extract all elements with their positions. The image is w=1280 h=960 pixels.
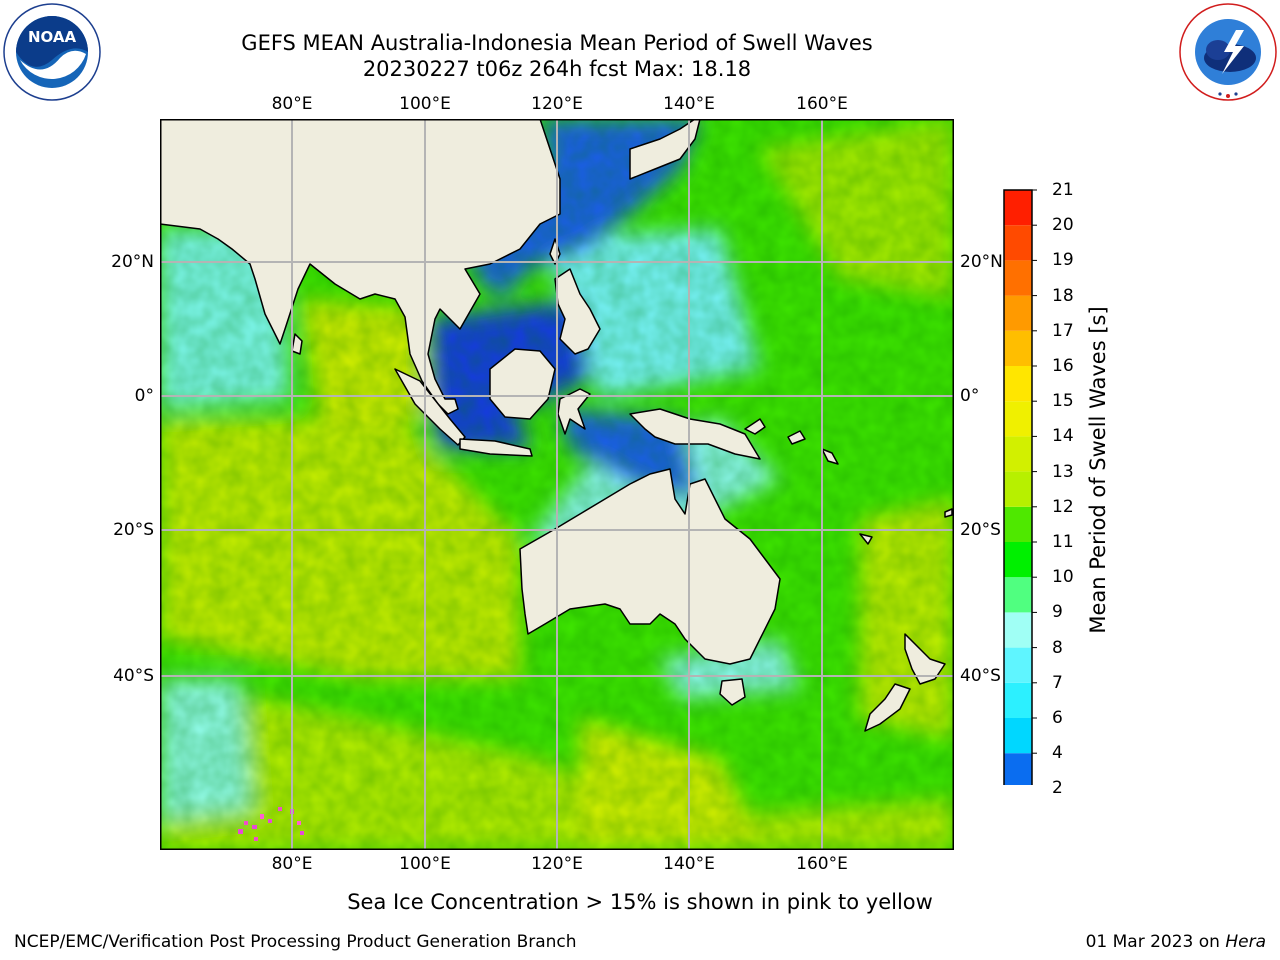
colorbar-tick-label: 13 xyxy=(1052,461,1074,482)
colorbar-segment xyxy=(1004,330,1032,366)
lon-tick-top-100e: 100°E xyxy=(399,94,451,114)
colorbar-tick-label: 11 xyxy=(1052,532,1074,552)
new-zealand-north xyxy=(904,633,946,685)
land xyxy=(160,119,953,732)
colorbar-tick-label: 7 xyxy=(1052,672,1063,693)
colorbar-tick-label: 19 xyxy=(1052,250,1074,271)
colorbar-segment xyxy=(1004,682,1032,718)
colorbar-segment xyxy=(1004,577,1032,613)
colorbar-tick-label: 17 xyxy=(1052,320,1074,341)
colorbar-segment xyxy=(1004,295,1032,331)
colorbar-tick-label: 18 xyxy=(1052,285,1074,306)
lon-tick-bottom-160e: 160°E xyxy=(796,854,848,874)
lon-tick-top-120e: 120°E xyxy=(531,94,583,114)
colorbar-tick-label: 20 xyxy=(1052,215,1074,236)
lat-tick-left-20n: 20°N xyxy=(111,252,154,272)
new-zealand-south xyxy=(864,683,911,732)
lon-tick-bottom-140e: 140°E xyxy=(663,854,715,874)
chart-title: GEFS MEAN Australia-Indonesia Mean Perio… xyxy=(241,31,873,55)
map-border xyxy=(160,119,954,850)
colorbar-segment xyxy=(1004,718,1032,754)
sulawesi xyxy=(557,388,591,435)
colorbar-segment xyxy=(1004,506,1032,542)
colorbar-segment xyxy=(1004,190,1032,226)
lat-tick-left-20s: 20°S xyxy=(113,520,154,540)
footer-date-text: 01 Mar 2023 on xyxy=(1085,932,1226,952)
lon-tick-bottom-80e: 80°E xyxy=(271,854,313,874)
noaa-logo: NOAA xyxy=(3,3,101,101)
lon-tick-top-140e: 140°E xyxy=(663,94,715,114)
colorbar-tick-label: 6 xyxy=(1052,708,1063,728)
colorbar-tick-label: 21 xyxy=(1052,180,1074,200)
noaa-logo-text: NOAA xyxy=(28,28,77,46)
colorbar-segment xyxy=(1004,612,1032,648)
australia xyxy=(519,468,781,665)
java xyxy=(459,438,533,457)
lon-tick-bottom-120e: 120°E xyxy=(531,854,583,874)
lat-tick-right-0: 0° xyxy=(960,386,980,406)
colorbar-outline xyxy=(1003,189,1033,785)
colorbar-tick-label: 15 xyxy=(1052,391,1074,412)
colorbar-segment xyxy=(1004,542,1032,578)
colorbar-segment xyxy=(1004,647,1032,683)
colorbar-segment xyxy=(1004,401,1032,437)
swell-period-map xyxy=(160,119,954,850)
lat-tick-right-40s: 40°S xyxy=(960,666,1001,686)
lon-tick-top-80e: 80°E xyxy=(271,94,313,114)
japan xyxy=(629,119,701,180)
sea-ice-note: Sea Ice Concentration > 15% is shown in … xyxy=(347,890,933,914)
lat-tick-right-20n: 20°N xyxy=(960,252,1003,272)
lat-tick-left-0: 0° xyxy=(134,386,154,406)
lon-tick-bottom-100e: 100°E xyxy=(399,854,451,874)
footer-date: 01 Mar 2023 on Hera xyxy=(1086,932,1266,952)
colorbar-tick-label: 2 xyxy=(1052,778,1063,799)
colorbar-segment xyxy=(1004,471,1032,507)
philippines xyxy=(554,268,601,355)
lat-tick-left-40s: 40°S xyxy=(113,666,154,686)
tasmania xyxy=(719,678,746,706)
colorbar-tick-label: 8 xyxy=(1052,637,1063,658)
new-guinea xyxy=(629,408,761,460)
colorbar-tick-label: 16 xyxy=(1052,356,1074,376)
colorbar-tick-label: 14 xyxy=(1052,426,1074,447)
colorbar-tick-label: 9 xyxy=(1052,602,1063,623)
colorbar-segment xyxy=(1004,260,1032,296)
colorbar-segment xyxy=(1004,436,1032,472)
colorbar-label: Mean Period of Swell Waves [s] xyxy=(1086,306,1110,634)
colorbar-segment xyxy=(1004,753,1032,785)
colorbar-tick-label: 4 xyxy=(1052,743,1063,764)
chart-subtitle: 20230227 t06z 264h fcst Max: 18.18 xyxy=(362,57,752,81)
borneo xyxy=(489,348,556,420)
footer-producer: NCEP/EMC/Verification Post Processing Pr… xyxy=(14,932,577,952)
gridlines xyxy=(160,119,954,850)
colorbar-tick-label: 10 xyxy=(1052,567,1074,588)
colorbar-segment xyxy=(1004,366,1032,402)
nws-logo xyxy=(1179,3,1277,101)
colorbar xyxy=(1003,189,1037,785)
colorbar-tick-label: 12 xyxy=(1052,496,1074,517)
lat-tick-right-20s: 20°S xyxy=(960,520,1001,540)
colorbar-segment xyxy=(1004,225,1032,261)
lon-tick-top-160e: 160°E xyxy=(796,94,848,114)
footer-machine: Hera xyxy=(1225,932,1266,952)
